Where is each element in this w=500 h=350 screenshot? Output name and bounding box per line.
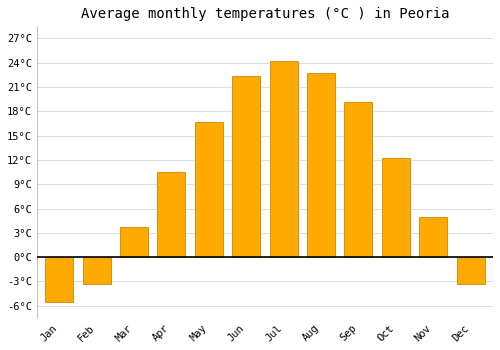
Bar (270, 61, 297, 257)
Bar (382, 158, 410, 257)
Bar (120, 227, 148, 257)
Bar (456, 257, 484, 284)
Bar (307, 73, 335, 257)
Bar (344, 103, 372, 257)
Title: Average monthly temperatures (°C ) in Peoria: Average monthly temperatures (°C ) in Pe… (80, 7, 449, 21)
Bar (158, 172, 186, 257)
Bar (82, 257, 110, 284)
Bar (45, 257, 74, 302)
Bar (232, 76, 260, 257)
Bar (195, 122, 223, 257)
Bar (419, 217, 447, 257)
